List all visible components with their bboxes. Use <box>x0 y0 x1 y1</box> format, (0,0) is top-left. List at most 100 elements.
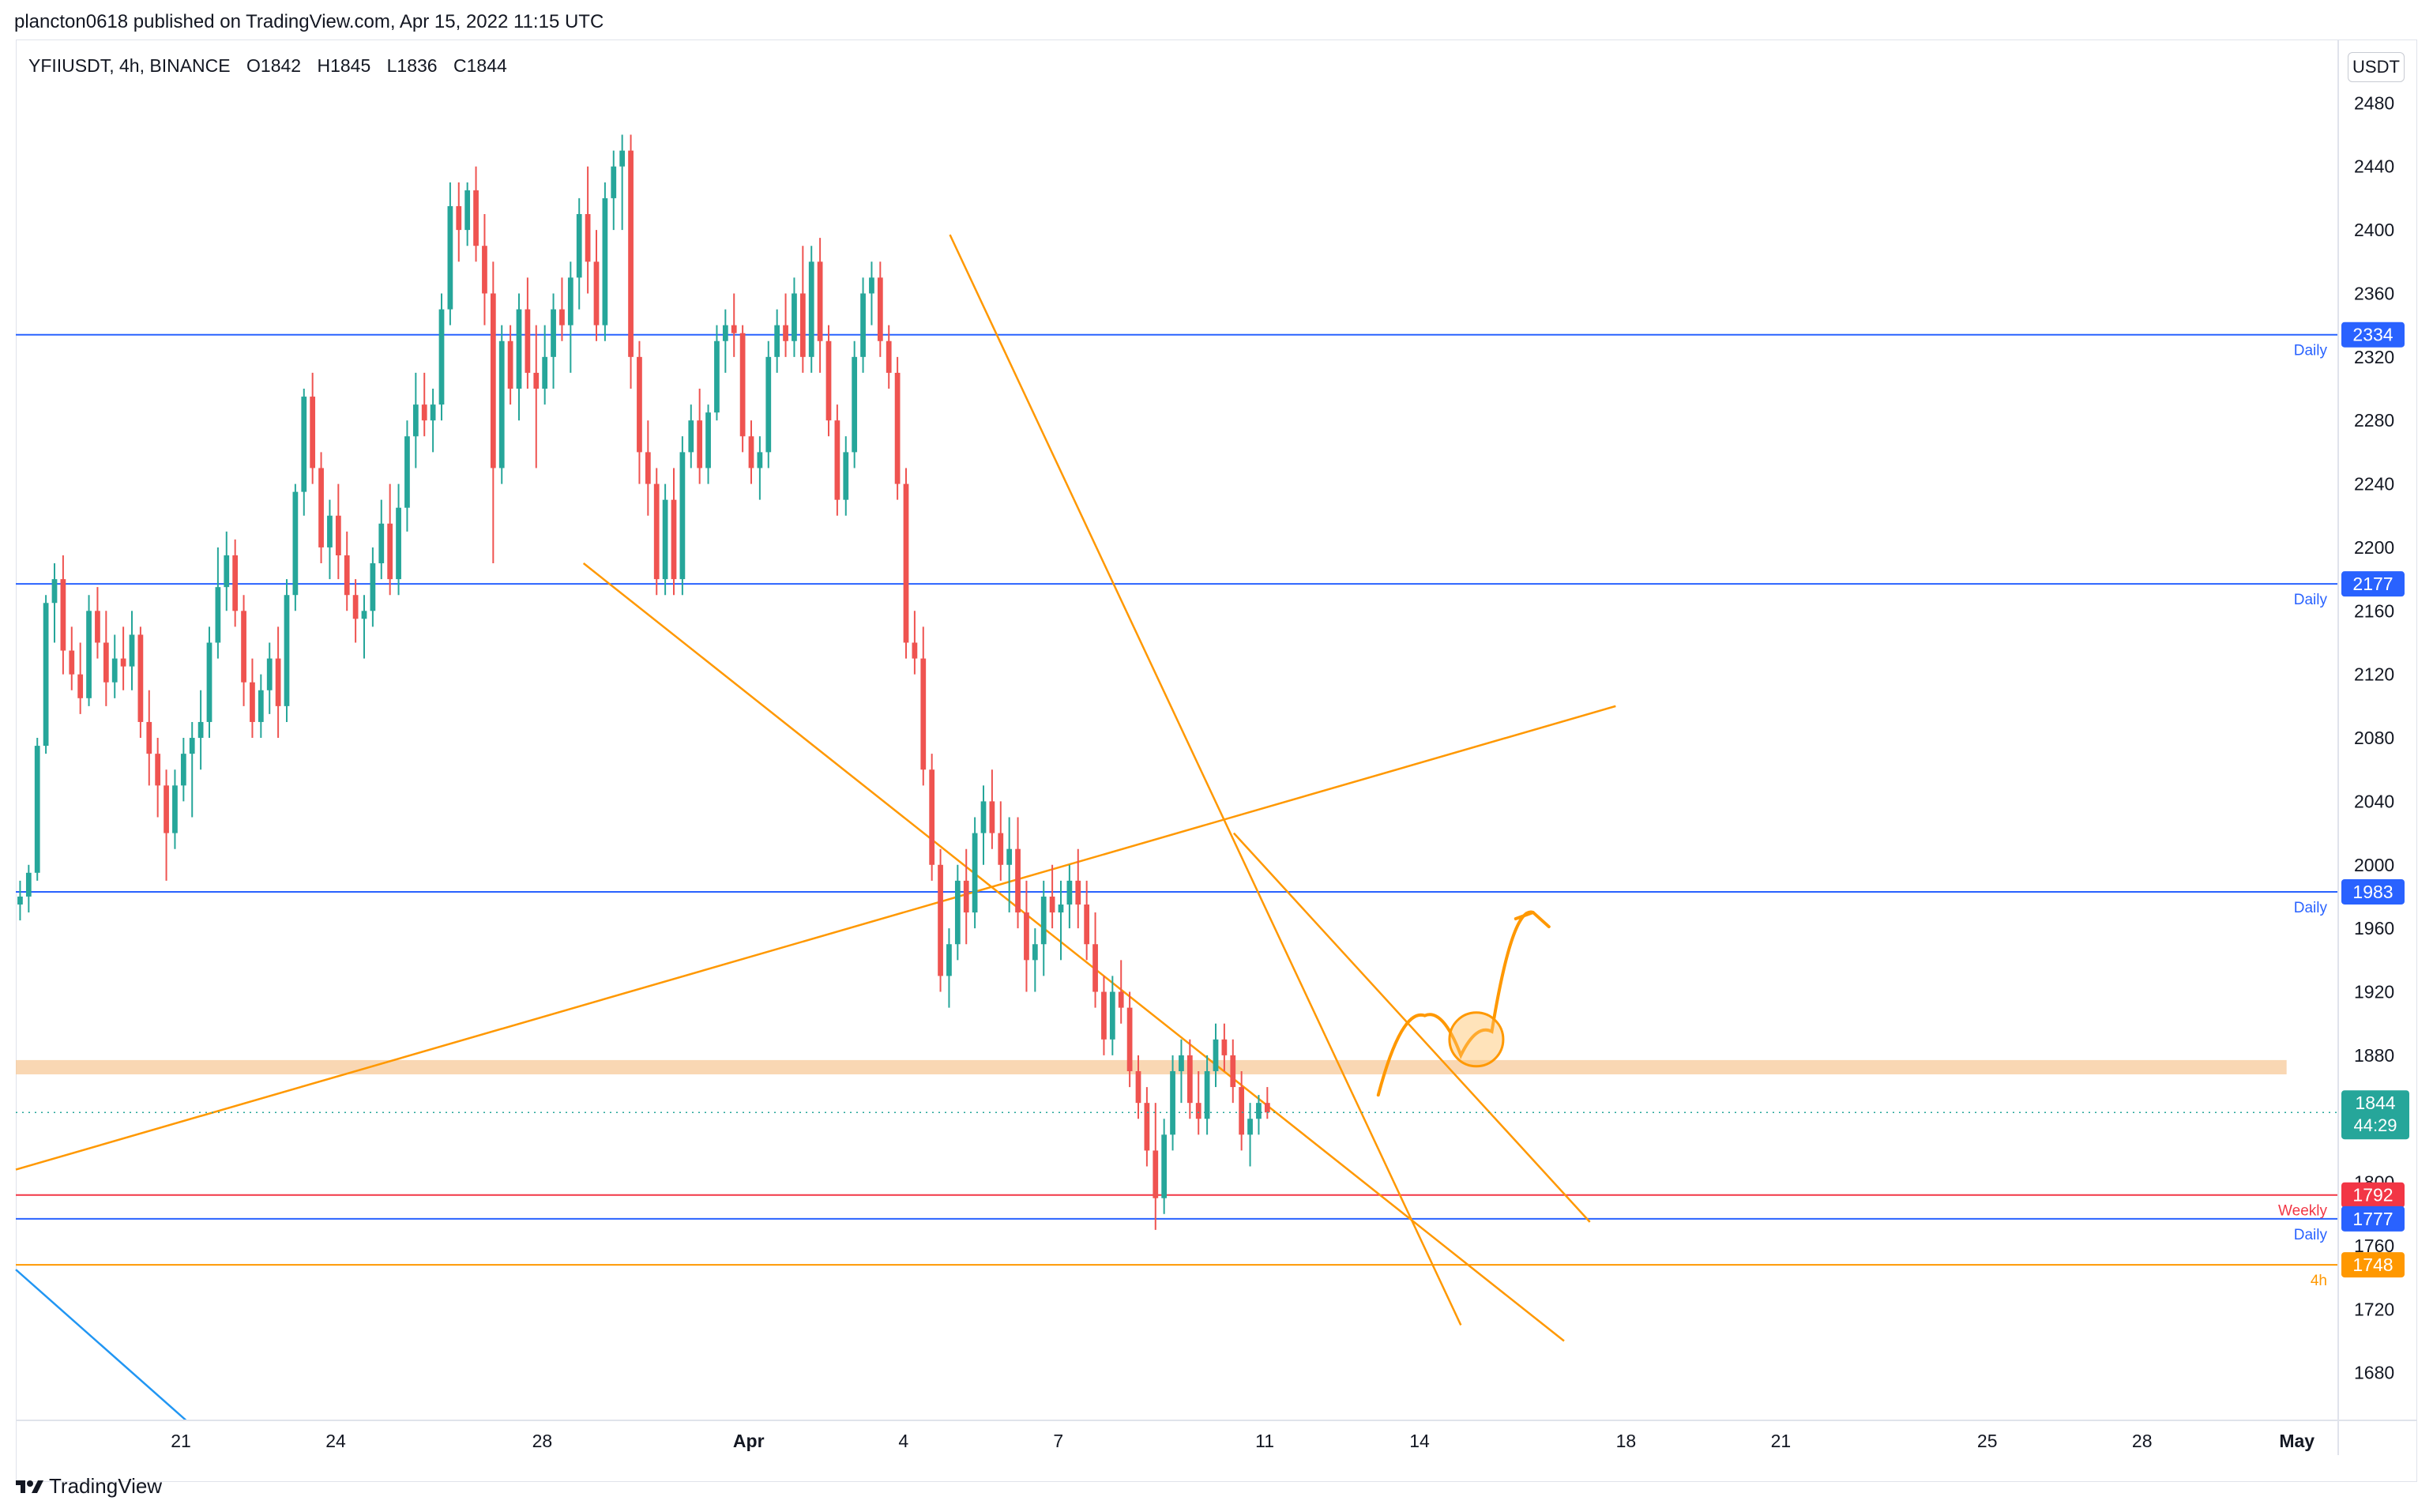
candle <box>241 595 246 706</box>
candles-layer <box>17 134 1270 1230</box>
candle <box>869 261 874 325</box>
y-tick-label: 1680 <box>2354 1363 2394 1383</box>
candle <box>653 468 660 596</box>
candle <box>103 611 109 706</box>
y-tick-label: 2440 <box>2354 156 2394 177</box>
candle <box>137 626 144 739</box>
candle <box>645 420 651 516</box>
candle <box>757 436 763 500</box>
candle <box>189 721 195 818</box>
candle-body <box>946 944 952 976</box>
candle-body <box>920 658 927 770</box>
candle <box>1230 1039 1236 1104</box>
candle <box>473 166 479 262</box>
candle-body <box>498 340 505 468</box>
candle <box>430 389 436 453</box>
candle <box>1040 880 1047 976</box>
candle-body <box>843 452 849 500</box>
x-tick-label: 28 <box>2132 1431 2153 1451</box>
candle <box>722 309 728 373</box>
candle <box>412 372 419 468</box>
candle-body <box>129 634 135 667</box>
candle-body <box>525 309 531 373</box>
y-tick-label: 1920 <box>2354 982 2394 1002</box>
candle <box>938 848 943 992</box>
candle <box>344 531 350 611</box>
trendline <box>582 562 1565 1342</box>
candle <box>929 754 935 881</box>
candle <box>593 230 600 341</box>
candle <box>197 690 204 770</box>
candle-body <box>1058 905 1064 913</box>
tradingview-brand[interactable]: TradingView <box>14 1474 162 1499</box>
candle-body <box>1256 1103 1262 1119</box>
candle-body <box>1118 991 1124 1008</box>
candle <box>266 642 273 714</box>
candle <box>25 864 32 913</box>
candle-body <box>825 340 832 421</box>
x-tick-label: 24 <box>325 1431 346 1451</box>
candle-body <box>266 658 273 690</box>
candle-body <box>1170 1070 1175 1135</box>
candle <box>602 182 608 341</box>
candle-body <box>628 150 634 357</box>
chart-frame[interactable] <box>16 39 2417 1482</box>
candle-body <box>361 611 367 619</box>
candle <box>585 166 591 294</box>
candle <box>852 340 858 468</box>
x-tick-label: 18 <box>1616 1431 1637 1451</box>
candle <box>989 769 995 849</box>
candle-body <box>51 579 58 604</box>
candle <box>1126 991 1133 1088</box>
x-tick-label: 21 <box>1771 1431 1792 1451</box>
candle-body <box>1092 944 1098 992</box>
candle <box>817 238 823 373</box>
candle-body <box>877 277 883 341</box>
candle <box>60 555 66 675</box>
trendlines-layer <box>15 234 1616 1421</box>
candle-body <box>258 690 264 722</box>
candle <box>206 626 212 739</box>
candle <box>438 293 445 421</box>
candle <box>51 563 58 643</box>
candle <box>662 483 668 596</box>
candle-body <box>799 293 806 357</box>
x-tick-label: 4 <box>898 1431 908 1451</box>
candle-body <box>1144 1103 1150 1151</box>
candle <box>180 738 186 802</box>
candle-body <box>344 555 350 596</box>
currency-button[interactable]: USDT <box>2348 52 2405 82</box>
candle <box>396 483 401 596</box>
candle-body <box>748 436 754 468</box>
candle-body <box>774 325 780 357</box>
candle-body <box>318 468 324 547</box>
candle <box>490 261 496 564</box>
level-tag-text: Weekly <box>2278 1203 2327 1220</box>
candle <box>792 277 797 357</box>
symbol-legend: YFIIUSDT, 4h, BINANCE O1842 H1845 L1836 … <box>28 55 518 77</box>
candle-body <box>929 769 935 865</box>
y-tick-label: 1880 <box>2354 1045 2394 1066</box>
candle <box>498 325 505 484</box>
candle-body <box>576 214 582 278</box>
x-tick-label: May <box>2279 1431 2315 1451</box>
candle <box>877 261 883 357</box>
candle <box>525 277 531 389</box>
candle <box>292 483 299 611</box>
candle-body <box>275 658 281 706</box>
candle <box>739 325 746 453</box>
level-price-label: 1748 <box>2352 1254 2393 1275</box>
candle <box>972 817 978 929</box>
candle-body <box>714 340 720 413</box>
level-price-label: 1792 <box>2352 1185 2393 1205</box>
candle <box>224 531 230 611</box>
candle <box>533 325 540 468</box>
y-tick-label: 1960 <box>2354 918 2394 938</box>
x-tick-label: 28 <box>532 1431 553 1451</box>
candle-body <box>404 436 410 508</box>
x-tick-label: Apr <box>733 1431 765 1451</box>
candle-body <box>860 293 866 357</box>
candle-body <box>559 309 565 325</box>
candle-body <box>619 150 626 167</box>
